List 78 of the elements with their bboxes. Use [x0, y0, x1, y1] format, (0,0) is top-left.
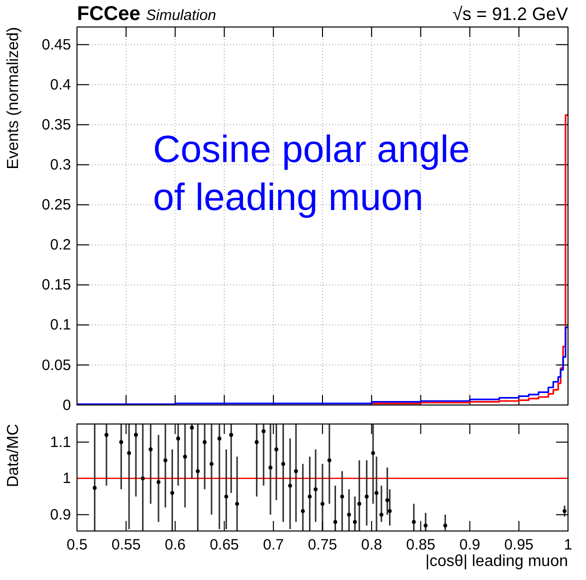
text: FCCee — [77, 3, 140, 25]
point — [217, 436, 222, 440]
point — [364, 494, 369, 498]
point — [294, 469, 298, 474]
point — [300, 509, 305, 513]
point — [333, 520, 338, 524]
point — [229, 432, 234, 437]
point — [196, 469, 200, 474]
y-axis-title: Events (normalized) — [5, 27, 22, 170]
annotation: Cosine polar angle of leading muon — [153, 129, 470, 219]
x-tick-label: 0.7 — [262, 536, 284, 554]
y-tick-label: 0.35 — [42, 116, 71, 134]
point — [274, 447, 278, 452]
x-tick-label: 0.65 — [210, 536, 239, 554]
point — [371, 451, 376, 455]
point — [127, 451, 131, 455]
text: Simulation — [146, 7, 216, 24]
point — [262, 429, 266, 434]
y-tick-label: 0.45 — [42, 36, 71, 54]
point — [92, 486, 97, 490]
point — [281, 462, 286, 466]
x-tick-label: 0.85 — [406, 536, 436, 554]
point — [357, 502, 362, 506]
point — [424, 524, 428, 528]
point — [288, 484, 292, 488]
point — [374, 490, 378, 495]
point — [340, 494, 344, 498]
point — [443, 524, 448, 528]
x-tick-label: 0.55 — [112, 536, 141, 554]
point — [202, 440, 207, 444]
point — [163, 458, 168, 462]
point — [183, 454, 187, 459]
point — [119, 440, 124, 444]
y-tick-label: 0.05 — [42, 356, 71, 374]
point — [327, 458, 332, 462]
y-tick-label: 0.2 — [50, 236, 71, 254]
point — [210, 462, 214, 466]
point — [562, 509, 567, 513]
point — [235, 502, 240, 506]
text: √s = 91.2 GeV — [452, 4, 568, 24]
point — [254, 440, 259, 444]
y-tick-label: 0 — [62, 396, 71, 414]
y-tick-label: 1 — [62, 470, 71, 488]
point — [320, 502, 324, 506]
point — [190, 426, 194, 430]
point — [134, 432, 138, 437]
point — [347, 512, 351, 517]
y-axis-title: Data/MC — [5, 424, 22, 488]
x-axis-title: |cosθ| leading muon — [425, 553, 568, 570]
x-tick-label: 0.75 — [308, 536, 338, 554]
x-tick-label: 0.95 — [504, 536, 534, 554]
point — [308, 494, 312, 498]
point — [388, 509, 392, 513]
point — [170, 490, 174, 495]
x-tick-label: 0.8 — [361, 536, 382, 554]
x-tick-label: 0.9 — [459, 536, 480, 554]
point — [140, 476, 145, 480]
point — [148, 447, 153, 452]
y-tick-label: 0.9 — [50, 506, 71, 524]
x-tick-label: 0.6 — [164, 536, 186, 554]
point — [314, 487, 318, 492]
point — [352, 520, 357, 524]
y-tick-label: 0.1 — [50, 316, 71, 334]
y-tick-label: 0.15 — [42, 276, 71, 294]
y-tick-label: 0.3 — [50, 156, 71, 174]
point — [379, 512, 384, 517]
point — [176, 436, 180, 440]
point — [412, 520, 416, 524]
point — [156, 480, 160, 484]
point — [268, 466, 272, 470]
x-tick-label: 1 — [564, 536, 572, 554]
point — [385, 498, 390, 502]
y-tick-label: 0.25 — [42, 196, 71, 214]
point — [104, 432, 108, 437]
y-tick-label: 0.4 — [50, 76, 71, 94]
point — [224, 494, 228, 498]
y-tick-label: 1.1 — [50, 434, 71, 451]
x-tick-label: 0.5 — [66, 536, 88, 554]
